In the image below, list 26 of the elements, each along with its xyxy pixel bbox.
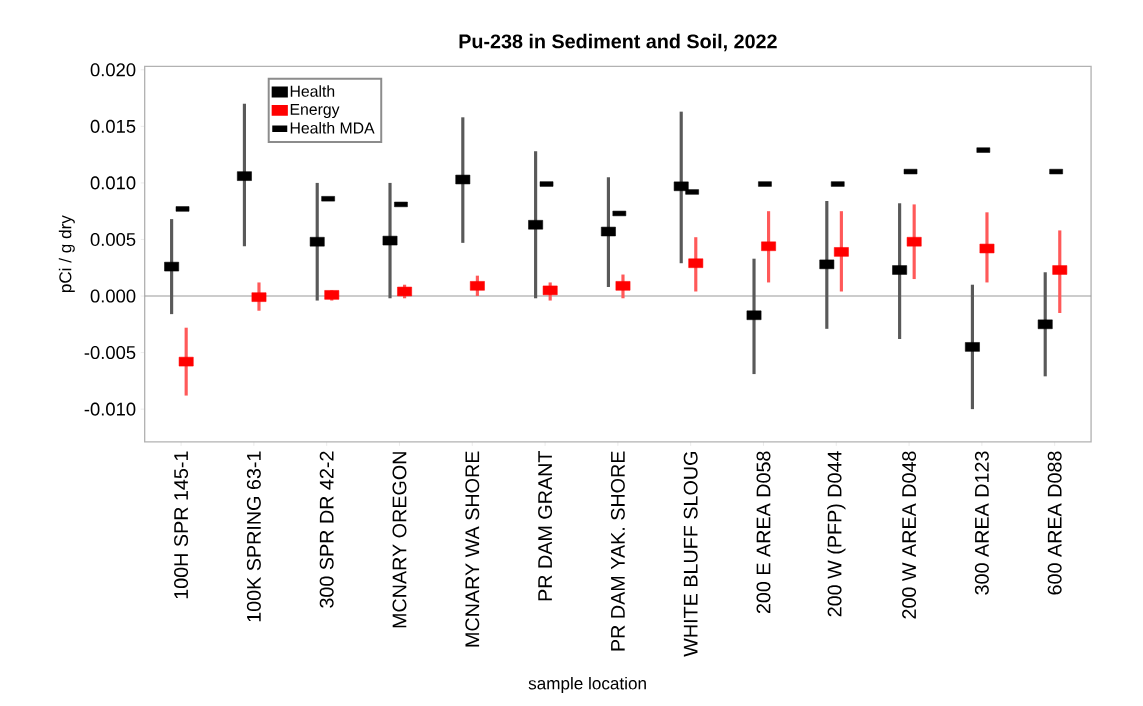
y-tick-label: -0.010 [84, 402, 136, 416]
chart-title: Pu-238 in Sediment and Soil, 2022 [459, 33, 777, 52]
legend-label: Health MDA [290, 122, 375, 134]
x-tick-label: 300 SPR DR 42-2 [319, 451, 334, 608]
y-tick-label: -0.005 [84, 346, 136, 360]
x-tick-label: MCNARY WA SHORE [465, 451, 480, 647]
x-axis-title: sample location [528, 677, 646, 693]
x-tick-label: 100K SPRING 63-1 [246, 451, 261, 622]
y-tick-label: 0.010 [90, 176, 136, 190]
x-tick-label: 100H SPR 145-1 [174, 451, 189, 599]
y-tick-label: 0.020 [90, 63, 136, 77]
x-tick-label: MCNARY OREGON [392, 452, 407, 628]
y-tick-label: 0.015 [90, 119, 136, 133]
legend-label: Energy [290, 104, 340, 119]
y-axis-title: pCi / g dry [58, 215, 75, 293]
y-tick-label: 0.005 [90, 233, 136, 247]
x-tick-label: 300 AREA D123 [974, 451, 989, 595]
x-tick-label: PR DAM GRANT [538, 451, 553, 601]
x-tick-label: 600 AREA D088 [1047, 451, 1062, 595]
x-tick-label: 200 E AREA D058 [756, 451, 771, 614]
x-tick-label: WHITE BLUFF SLOUG [683, 452, 698, 657]
legend-label: Health [290, 85, 335, 97]
x-tick-label: 200 W (PFP) D044 [827, 451, 846, 617]
x-tick-label: PR DAM YAK. SHORE [610, 451, 625, 651]
x-tick-label: 200 W AREA D048 [902, 451, 917, 619]
y-tick-label: 0.000 [90, 289, 136, 303]
